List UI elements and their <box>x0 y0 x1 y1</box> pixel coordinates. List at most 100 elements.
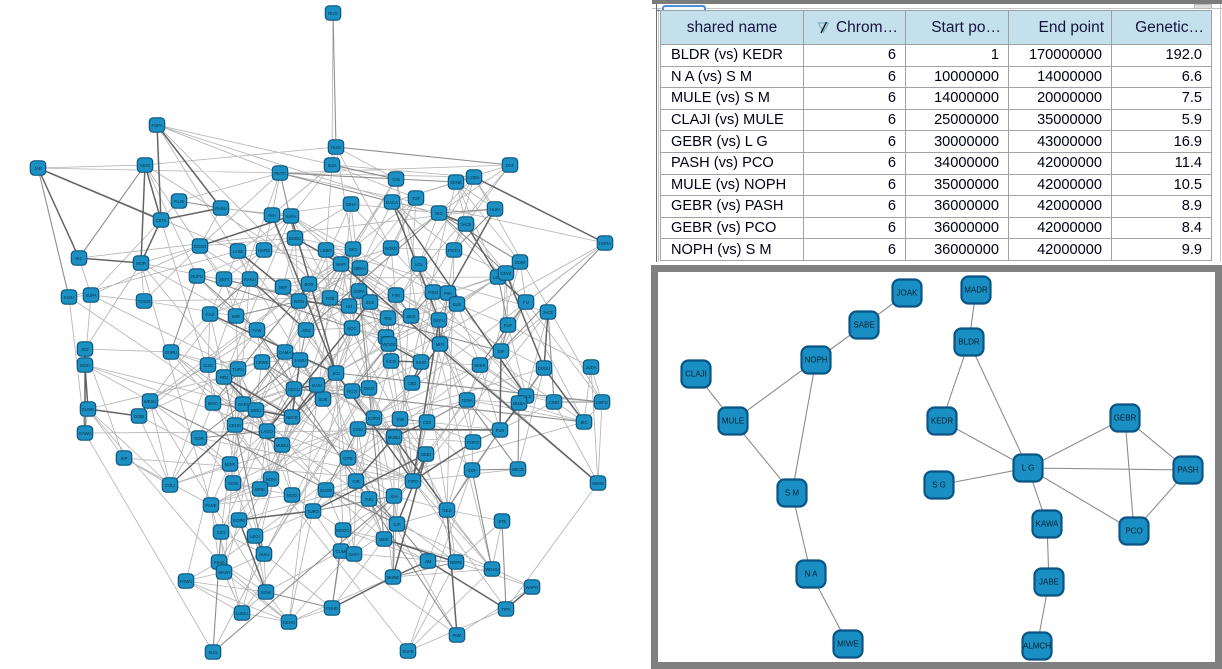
svg-text:FIW: FIW <box>392 293 400 298</box>
svg-text:KIC: KIC <box>76 256 83 261</box>
svg-text:JABE: JABE <box>1039 578 1059 587</box>
svg-text:LOL: LOL <box>415 262 424 267</box>
svg-text:PETO: PETO <box>274 171 286 176</box>
svg-text:SENE: SENE <box>450 180 462 185</box>
svg-text:LUMU: LUMU <box>236 611 248 616</box>
svg-text:KUG: KUG <box>208 650 217 655</box>
svg-text:BLDR: BLDR <box>958 338 980 347</box>
svg-text:WIR: WIR <box>232 314 240 319</box>
svg-text:MUNE: MUNE <box>387 575 400 580</box>
svg-text:HERE: HERE <box>258 248 270 253</box>
svg-text:SOW: SOW <box>228 481 238 486</box>
svg-text:PED: PED <box>220 375 229 380</box>
svg-text:CED: CED <box>408 381 417 386</box>
svg-text:MOPI: MOPI <box>225 462 236 467</box>
svg-text:CIR: CIR <box>352 479 359 484</box>
svg-text:NOC: NOC <box>347 326 356 331</box>
svg-text:FANE: FANE <box>206 503 217 508</box>
svg-text:SOPA: SOPA <box>353 289 365 294</box>
svg-text:WAPO: WAPO <box>526 585 539 590</box>
svg-text:MUDU: MUDU <box>276 443 289 448</box>
svg-text:HUSI: HUSI <box>331 145 341 150</box>
svg-text:RIHO: RIHO <box>214 560 225 565</box>
svg-text:TURO: TURO <box>307 509 320 514</box>
svg-text:CIN: CIN <box>392 177 399 182</box>
svg-text:SOW: SOW <box>515 260 525 265</box>
svg-text:L G: L G <box>1022 464 1035 473</box>
svg-text:JIM: JIM <box>425 559 432 564</box>
svg-text:RARI: RARI <box>238 402 248 407</box>
svg-text:RIS: RIS <box>385 316 392 321</box>
svg-text:WESU: WESU <box>144 399 157 404</box>
svg-text:WEK: WEK <box>379 537 389 542</box>
svg-text:FAW: FAW <box>253 328 262 333</box>
svg-text:KEDR: KEDR <box>931 417 953 426</box>
svg-text:BIC: BIC <box>581 420 588 425</box>
svg-text:HIH: HIH <box>268 213 275 218</box>
svg-text:NOGI: NOGI <box>287 493 298 498</box>
svg-text:GATA: GATA <box>349 552 360 557</box>
svg-text:MULE: MULE <box>722 417 744 426</box>
svg-text:GIHA: GIHA <box>346 202 356 207</box>
svg-text:PUHO: PUHO <box>326 606 339 611</box>
svg-text:GOR: GOR <box>194 436 204 441</box>
svg-text:LASE: LASE <box>233 249 244 254</box>
svg-text:DAF: DAF <box>506 163 515 168</box>
svg-text:NECE: NECE <box>286 415 298 420</box>
svg-text:GAWU: GAWU <box>79 431 92 436</box>
svg-text:DIF: DIF <box>498 349 505 354</box>
svg-text:CINU: CINU <box>353 427 363 432</box>
svg-text:CETA: CETA <box>156 218 167 223</box>
svg-text:COLI: COLI <box>165 483 175 488</box>
svg-text:DOBI: DOBI <box>134 414 144 419</box>
svg-text:HUKI: HUKI <box>490 207 500 212</box>
svg-text:MADR: MADR <box>964 286 988 295</box>
svg-text:FIGO: FIGO <box>428 290 439 295</box>
svg-text:MUBU: MUBU <box>388 435 400 440</box>
svg-text:TAB: TAB <box>396 417 404 422</box>
svg-text:TOSA: TOSA <box>461 398 473 403</box>
svg-text:GOF: GOF <box>467 468 477 473</box>
svg-text:JOAK: JOAK <box>897 289 919 298</box>
svg-text:JAR: JAR <box>34 166 42 171</box>
svg-text:MOGO: MOGO <box>336 528 350 533</box>
svg-text:KORO: KORO <box>368 416 381 421</box>
svg-text:SICO: SICO <box>386 359 397 364</box>
svg-text:SABE: SABE <box>853 321 874 330</box>
svg-text:NOKE: NOKE <box>385 246 397 251</box>
svg-text:MECE: MECE <box>512 467 524 472</box>
svg-text:SUS: SUS <box>366 300 375 305</box>
svg-text:WON: WON <box>294 299 304 304</box>
svg-text:GICI: GICI <box>349 247 358 252</box>
svg-text:DOSO: DOSO <box>194 244 207 249</box>
svg-text:FUF: FUF <box>504 323 513 328</box>
svg-text:FOB: FOB <box>326 296 335 301</box>
svg-text:NACE: NACE <box>520 394 532 399</box>
svg-text:FOPA: FOPA <box>151 123 162 128</box>
svg-text:CEWE: CEWE <box>256 360 269 365</box>
svg-text:KIP: KIP <box>121 456 128 461</box>
svg-text:BOR: BOR <box>304 282 313 287</box>
svg-text:WOHU: WOHU <box>485 567 498 572</box>
svg-text:KAWA: KAWA <box>1036 520 1060 529</box>
svg-text:RUPU: RUPU <box>191 274 203 279</box>
svg-text:ALMCH: ALMCH <box>1023 642 1051 651</box>
svg-text:BUK: BUK <box>453 302 462 307</box>
svg-text:JACE: JACE <box>543 310 554 315</box>
svg-text:SIJE: SIJE <box>319 397 328 402</box>
svg-text:POTU: POTU <box>448 248 460 253</box>
svg-text:LEGI: LEGI <box>250 534 260 539</box>
svg-text:DODU: DODU <box>538 366 550 371</box>
svg-text:BODU: BODU <box>289 236 301 241</box>
svg-text:LAGO: LAGO <box>261 429 273 434</box>
svg-text:GIFE: GIFE <box>343 456 353 461</box>
svg-text:KID: KID <box>82 347 89 352</box>
svg-text:DIG: DIG <box>435 211 442 216</box>
svg-text:NAFA: NAFA <box>286 214 297 219</box>
svg-text:JAWU: JAWU <box>294 358 306 363</box>
svg-text:GEFU: GEFU <box>433 318 445 323</box>
svg-text:CIDI: CIDI <box>423 420 431 425</box>
svg-text:DACA: DACA <box>386 200 398 205</box>
svg-text:SUPA: SUPA <box>85 293 96 298</box>
svg-text:LODA: LODA <box>468 175 480 180</box>
